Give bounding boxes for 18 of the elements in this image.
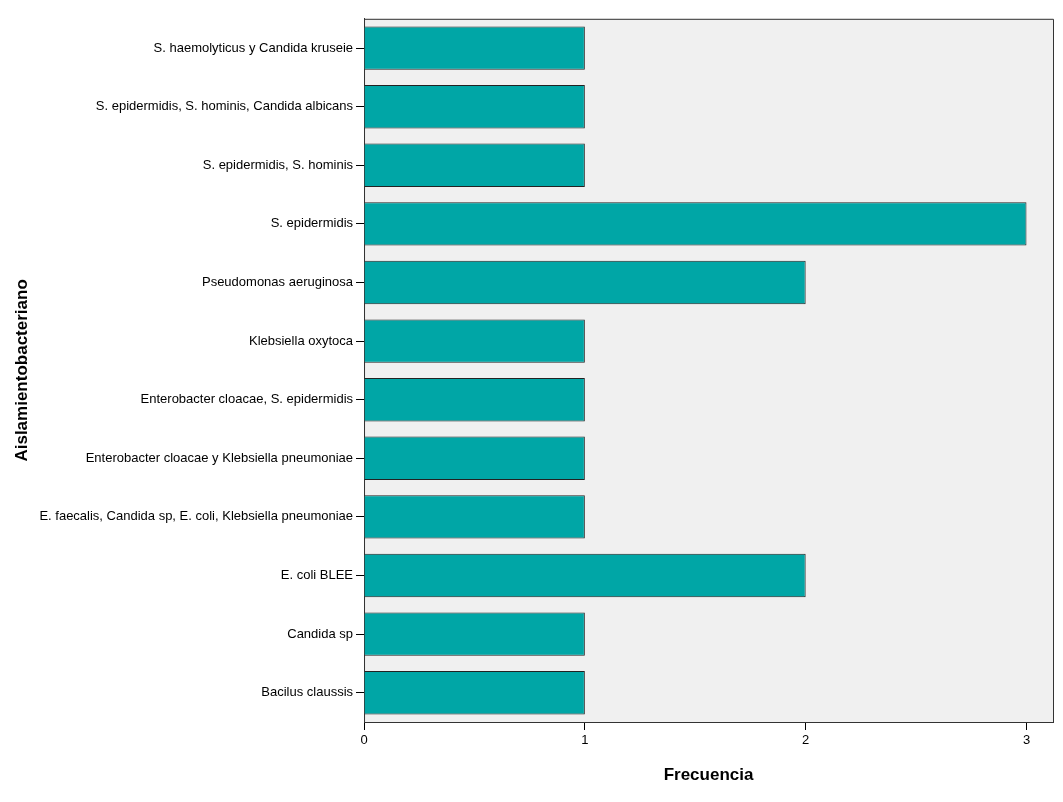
y-tick-label: S. haemolyticus y Candida kruseie — [153, 39, 354, 55]
y-tick-label: Candida sp — [287, 625, 354, 641]
y-tick-label: S. epidermidis, S. hominis — [202, 156, 354, 172]
y-tick-label: E. faecalis, Candida sp, E. coli, Klebsiella pneumoniae — [39, 508, 354, 524]
y-tick-label: Enterobacter cloacae, S. epidermidis — [140, 391, 354, 407]
x-tick-label: 2 — [802, 732, 810, 748]
x-tick-label: 0 — [360, 732, 368, 748]
y-tick-label: Pseudomonas aeruginosa — [201, 274, 354, 290]
y-tick-label: Bacilus claussis — [261, 684, 354, 700]
y-axis-title: Aislamientobacteriano — [11, 279, 31, 462]
x-tick-label: 3 — [1022, 732, 1031, 748]
x-tick-label: 1 — [581, 732, 589, 748]
y-tick-label: S. epidermidis, S. hominis, Candida albicans — [95, 98, 354, 114]
y-tick-label: S. epidermidis — [270, 215, 354, 231]
x-axis-title: Frecuencia — [663, 765, 754, 785]
y-tick-label: Enterobacter cloacae y Klebsiella pneumoniae — [85, 449, 354, 465]
y-tick-label: E. coli BLEE — [280, 567, 354, 583]
y-tick-label: Klebsiella oxytoca — [248, 332, 354, 348]
